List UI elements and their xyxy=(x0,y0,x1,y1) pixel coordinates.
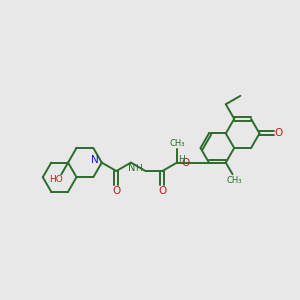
Text: O: O xyxy=(182,158,190,168)
Text: CH₃: CH₃ xyxy=(227,176,242,185)
Text: HO: HO xyxy=(50,175,63,184)
Text: CH₃: CH₃ xyxy=(169,139,185,148)
Text: O: O xyxy=(112,186,121,196)
Text: N: N xyxy=(128,163,136,173)
Text: O: O xyxy=(274,128,283,138)
Text: H: H xyxy=(135,164,142,172)
Text: O: O xyxy=(158,186,166,196)
Text: H: H xyxy=(178,155,185,164)
Text: N: N xyxy=(91,154,99,165)
